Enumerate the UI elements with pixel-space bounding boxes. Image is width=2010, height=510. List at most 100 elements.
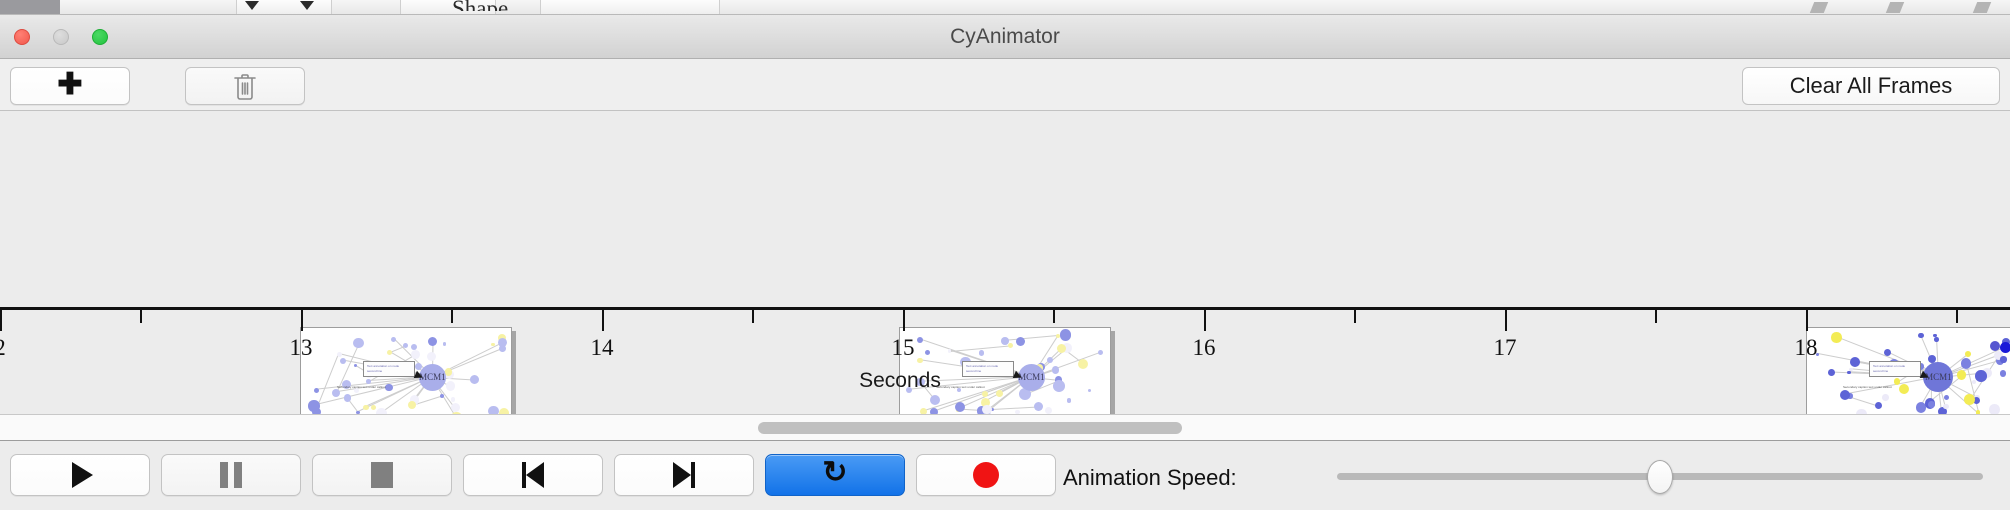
- network-node: [414, 362, 423, 371]
- network-node: [1884, 348, 1892, 357]
- axis-title-text: Seconds: [859, 369, 941, 392]
- network-node: [1927, 354, 1937, 364]
- toolbar: ✚ Clear All Frames: [0, 59, 2010, 111]
- network-callout-line: second line: [966, 368, 982, 373]
- network-node: [409, 395, 420, 405]
- network-node: [446, 381, 456, 391]
- network-node: [1051, 366, 1060, 374]
- axis-tick-major: [602, 310, 604, 331]
- network-node: [375, 407, 388, 414]
- axis-tick-minor: [1354, 310, 1356, 323]
- network-node: [363, 404, 369, 411]
- clear-all-frames-button[interactable]: Clear All Frames: [1742, 67, 2000, 105]
- timeline-frame-thumbnail[interactable]: MCM1 Text annotation on node second line Se…: [1806, 327, 2010, 414]
- network-node: [1893, 378, 1901, 385]
- network-node: [1831, 332, 1842, 343]
- axis-tick-major: [301, 310, 303, 331]
- loop-icon: ↻: [822, 456, 848, 489]
- animation-speed-slider-thumb[interactable]: [1647, 460, 1673, 494]
- network-node: [978, 349, 985, 356]
- network-node: [930, 395, 941, 406]
- network-node: [1882, 394, 1889, 401]
- network-node: [469, 375, 479, 385]
- network-node: [980, 397, 990, 407]
- skip-previous-icon: [522, 462, 544, 488]
- network-node: [1971, 379, 1977, 385]
- network-node: [491, 342, 495, 347]
- network-node: [308, 400, 320, 412]
- axis-tick-minor: [752, 310, 754, 323]
- network-node: [996, 389, 1004, 397]
- network-node: [339, 357, 346, 364]
- skip-to-start-button[interactable]: [463, 454, 603, 496]
- network-hub-node: MCM1: [1923, 362, 1954, 393]
- delete-frame-button[interactable]: [185, 67, 305, 105]
- network-node: [1989, 341, 2000, 352]
- network-node: [1995, 357, 2005, 366]
- horizontal-scrollbar[interactable]: [0, 415, 2010, 441]
- network-node: [488, 405, 499, 414]
- close-button[interactable]: [14, 29, 30, 45]
- network-node: [1059, 329, 1072, 341]
- axis-tick-major: [0, 310, 2, 331]
- network-node: [1055, 334, 1060, 339]
- background-slash-icon: [1972, 2, 1992, 13]
- network-node: [1847, 370, 1851, 375]
- network-node: [976, 406, 987, 414]
- network-node: [442, 342, 447, 346]
- skip-to-end-button[interactable]: [614, 454, 754, 496]
- network-node: [1999, 341, 2010, 353]
- background-app-word: Shape: [452, 0, 508, 11]
- window-title: CyAnimator: [950, 25, 1060, 48]
- network-node: [426, 351, 437, 361]
- network-node: [353, 337, 365, 349]
- network-node: [1088, 389, 1092, 393]
- timeline-axis: 2 13 14 15 16 17 18 Seconds: [0, 307, 2010, 414]
- network-node: [1975, 370, 1988, 382]
- background-tab: [540, 0, 720, 14]
- network-node: [354, 363, 358, 367]
- pause-button[interactable]: [161, 454, 301, 496]
- minimize-button[interactable]: [53, 29, 69, 45]
- network-node: [2000, 356, 2007, 363]
- network-callout-line: second line: [367, 368, 383, 373]
- trash-icon: [234, 74, 256, 100]
- maximize-button[interactable]: [92, 29, 108, 45]
- scrollbar-thumb[interactable]: [758, 422, 1182, 434]
- network-node: [1001, 337, 1009, 345]
- axis-tick-minor: [1655, 310, 1657, 323]
- axis-tick-major: [1505, 310, 1507, 331]
- loop-button[interactable]: ↻: [765, 454, 905, 496]
- play-button[interactable]: [10, 454, 150, 496]
- add-frame-button[interactable]: ✚: [10, 67, 130, 105]
- timeline-frame-thumbnail[interactable]: MCM1 Text annotation on node second line Se…: [300, 327, 512, 414]
- network-hub-node: MCM1: [418, 363, 446, 391]
- network-node: [366, 379, 371, 384]
- network-node: [1849, 357, 1860, 368]
- stop-button[interactable]: [312, 454, 452, 496]
- network-node: [313, 387, 319, 393]
- network-node: [410, 349, 420, 359]
- network-node: [408, 401, 417, 410]
- network-node: [353, 387, 360, 394]
- axis-tick-minor: [1053, 310, 1055, 323]
- network-node: [1098, 349, 1104, 355]
- network-node: [1062, 343, 1072, 354]
- network-node: [371, 405, 377, 411]
- record-button[interactable]: [916, 454, 1056, 496]
- network-node: [450, 402, 460, 413]
- timeline-panel[interactable]: MCM1 Text annotation on node second line Se…: [0, 111, 2010, 415]
- network-node: [499, 345, 506, 352]
- record-icon: [973, 462, 999, 488]
- network-node: [410, 344, 417, 351]
- axis-tick-label: 14: [590, 335, 614, 360]
- axis-tick-label: 2: [0, 335, 6, 361]
- background-tab: [400, 0, 496, 14]
- network-node: [1054, 376, 1063, 384]
- network-node: [925, 349, 931, 355]
- title-bar[interactable]: CyAnimator: [0, 15, 2010, 59]
- network-node: [391, 336, 397, 342]
- timeline-frame-thumbnail[interactable]: MCM1 Text annotation on node second line Se…: [899, 327, 1111, 414]
- network-node: [402, 343, 408, 349]
